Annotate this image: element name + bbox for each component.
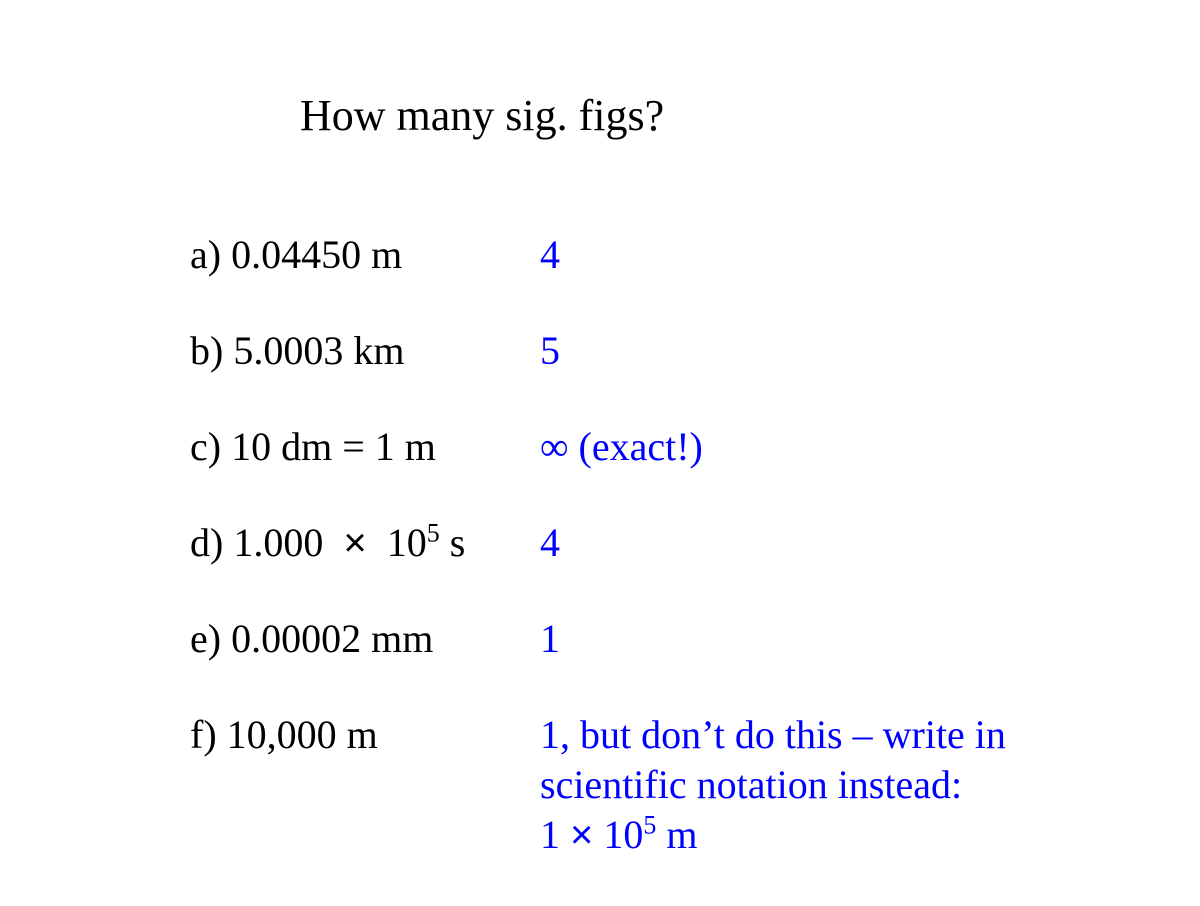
question-text: c) 10 dm = 1 m [190,422,540,472]
list-item: f) 10,000 m 1, but don’t do this – write… [190,710,1110,860]
items-list: a) 0.04450 m 4 b) 5.0003 km 5 c) 10 dm =… [190,230,1110,906]
answer-text: 1 [540,614,1110,664]
question-text: f) 10,000 m [190,710,540,760]
list-item: c) 10 dm = 1 m ∞ (exact!) [190,422,1110,472]
answer-text: 4 [540,518,1110,568]
question-text: a) 0.04450 m [190,230,540,280]
question-text: e) 0.00002 mm [190,614,540,664]
list-item: d) 1.000 × 105 s 4 [190,518,1110,568]
list-item: b) 5.0003 km 5 [190,326,1110,376]
answer-text: 4 [540,230,1110,280]
question-text: d) 1.000 × 105 s [190,518,540,568]
list-item: e) 0.00002 mm 1 [190,614,1110,664]
list-item: a) 0.04450 m 4 [190,230,1110,280]
answer-text: ∞ (exact!) [540,422,1110,472]
answer-text: 5 [540,326,1110,376]
slide-title: How many sig. figs? [300,90,664,141]
slide: How many sig. figs? a) 0.04450 m 4 b) 5.… [0,0,1200,899]
question-text: b) 5.0003 km [190,326,540,376]
answer-text: 1, but don’t do this – write in scientif… [540,710,1110,860]
